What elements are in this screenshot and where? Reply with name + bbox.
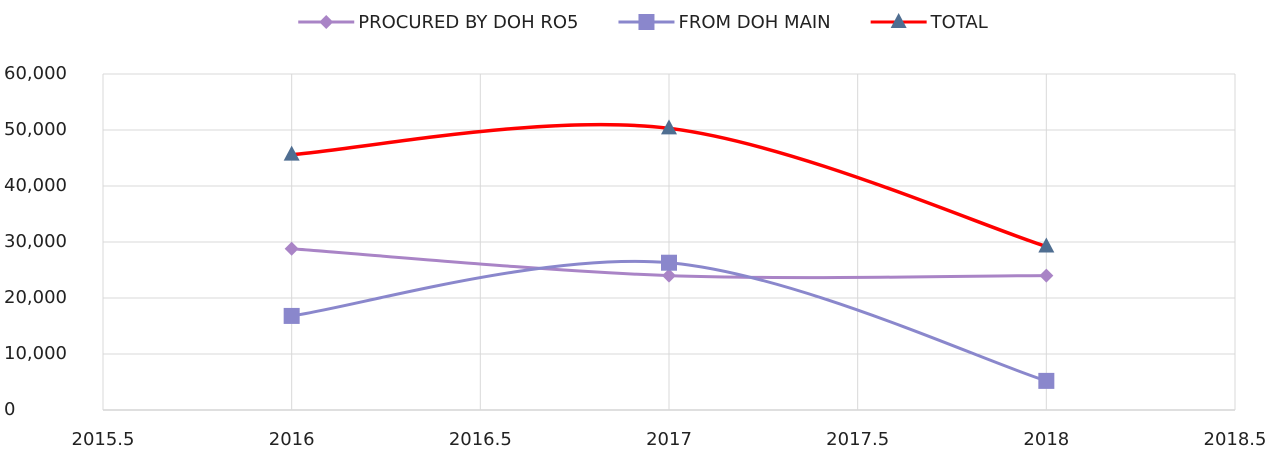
x-tick-label: 2017.5: [826, 429, 889, 450]
legend-marker: [319, 15, 334, 29]
x-tick-label: 2018: [1023, 429, 1069, 450]
data-point: [1038, 372, 1055, 389]
legend-marker: [638, 14, 655, 30]
data-point: [662, 268, 676, 283]
y-tick-label: 30,000: [4, 231, 67, 252]
x-tick-label: 2015.5: [72, 429, 135, 450]
legend-label: PROCURED BY DOH RO5: [358, 12, 578, 33]
legend-marker: [890, 13, 907, 28]
data-point: [1038, 237, 1055, 253]
x-tick-label: 2016: [269, 429, 315, 450]
legend-label: TOTAL: [930, 12, 988, 33]
y-tick-label: 60,000: [4, 63, 67, 84]
data-point: [283, 145, 300, 161]
data-point: [284, 241, 299, 256]
x-tick-label: 2018.5: [1204, 429, 1267, 450]
data-point: [661, 119, 677, 135]
x-tick-label: 2016.5: [449, 429, 512, 450]
legend-label: FROM DOH MAIN: [678, 12, 830, 33]
x-tick-label: 2017: [646, 429, 692, 450]
data-point: [1039, 268, 1054, 283]
y-tick-label: 50,000: [4, 119, 67, 140]
data-point: [661, 254, 677, 271]
data-point: [283, 307, 300, 324]
y-tick-label: 10,000: [4, 343, 67, 364]
y-tick-label: 0: [4, 399, 15, 420]
y-tick-label: 20,000: [4, 287, 67, 308]
y-tick-label: 40,000: [4, 175, 67, 196]
